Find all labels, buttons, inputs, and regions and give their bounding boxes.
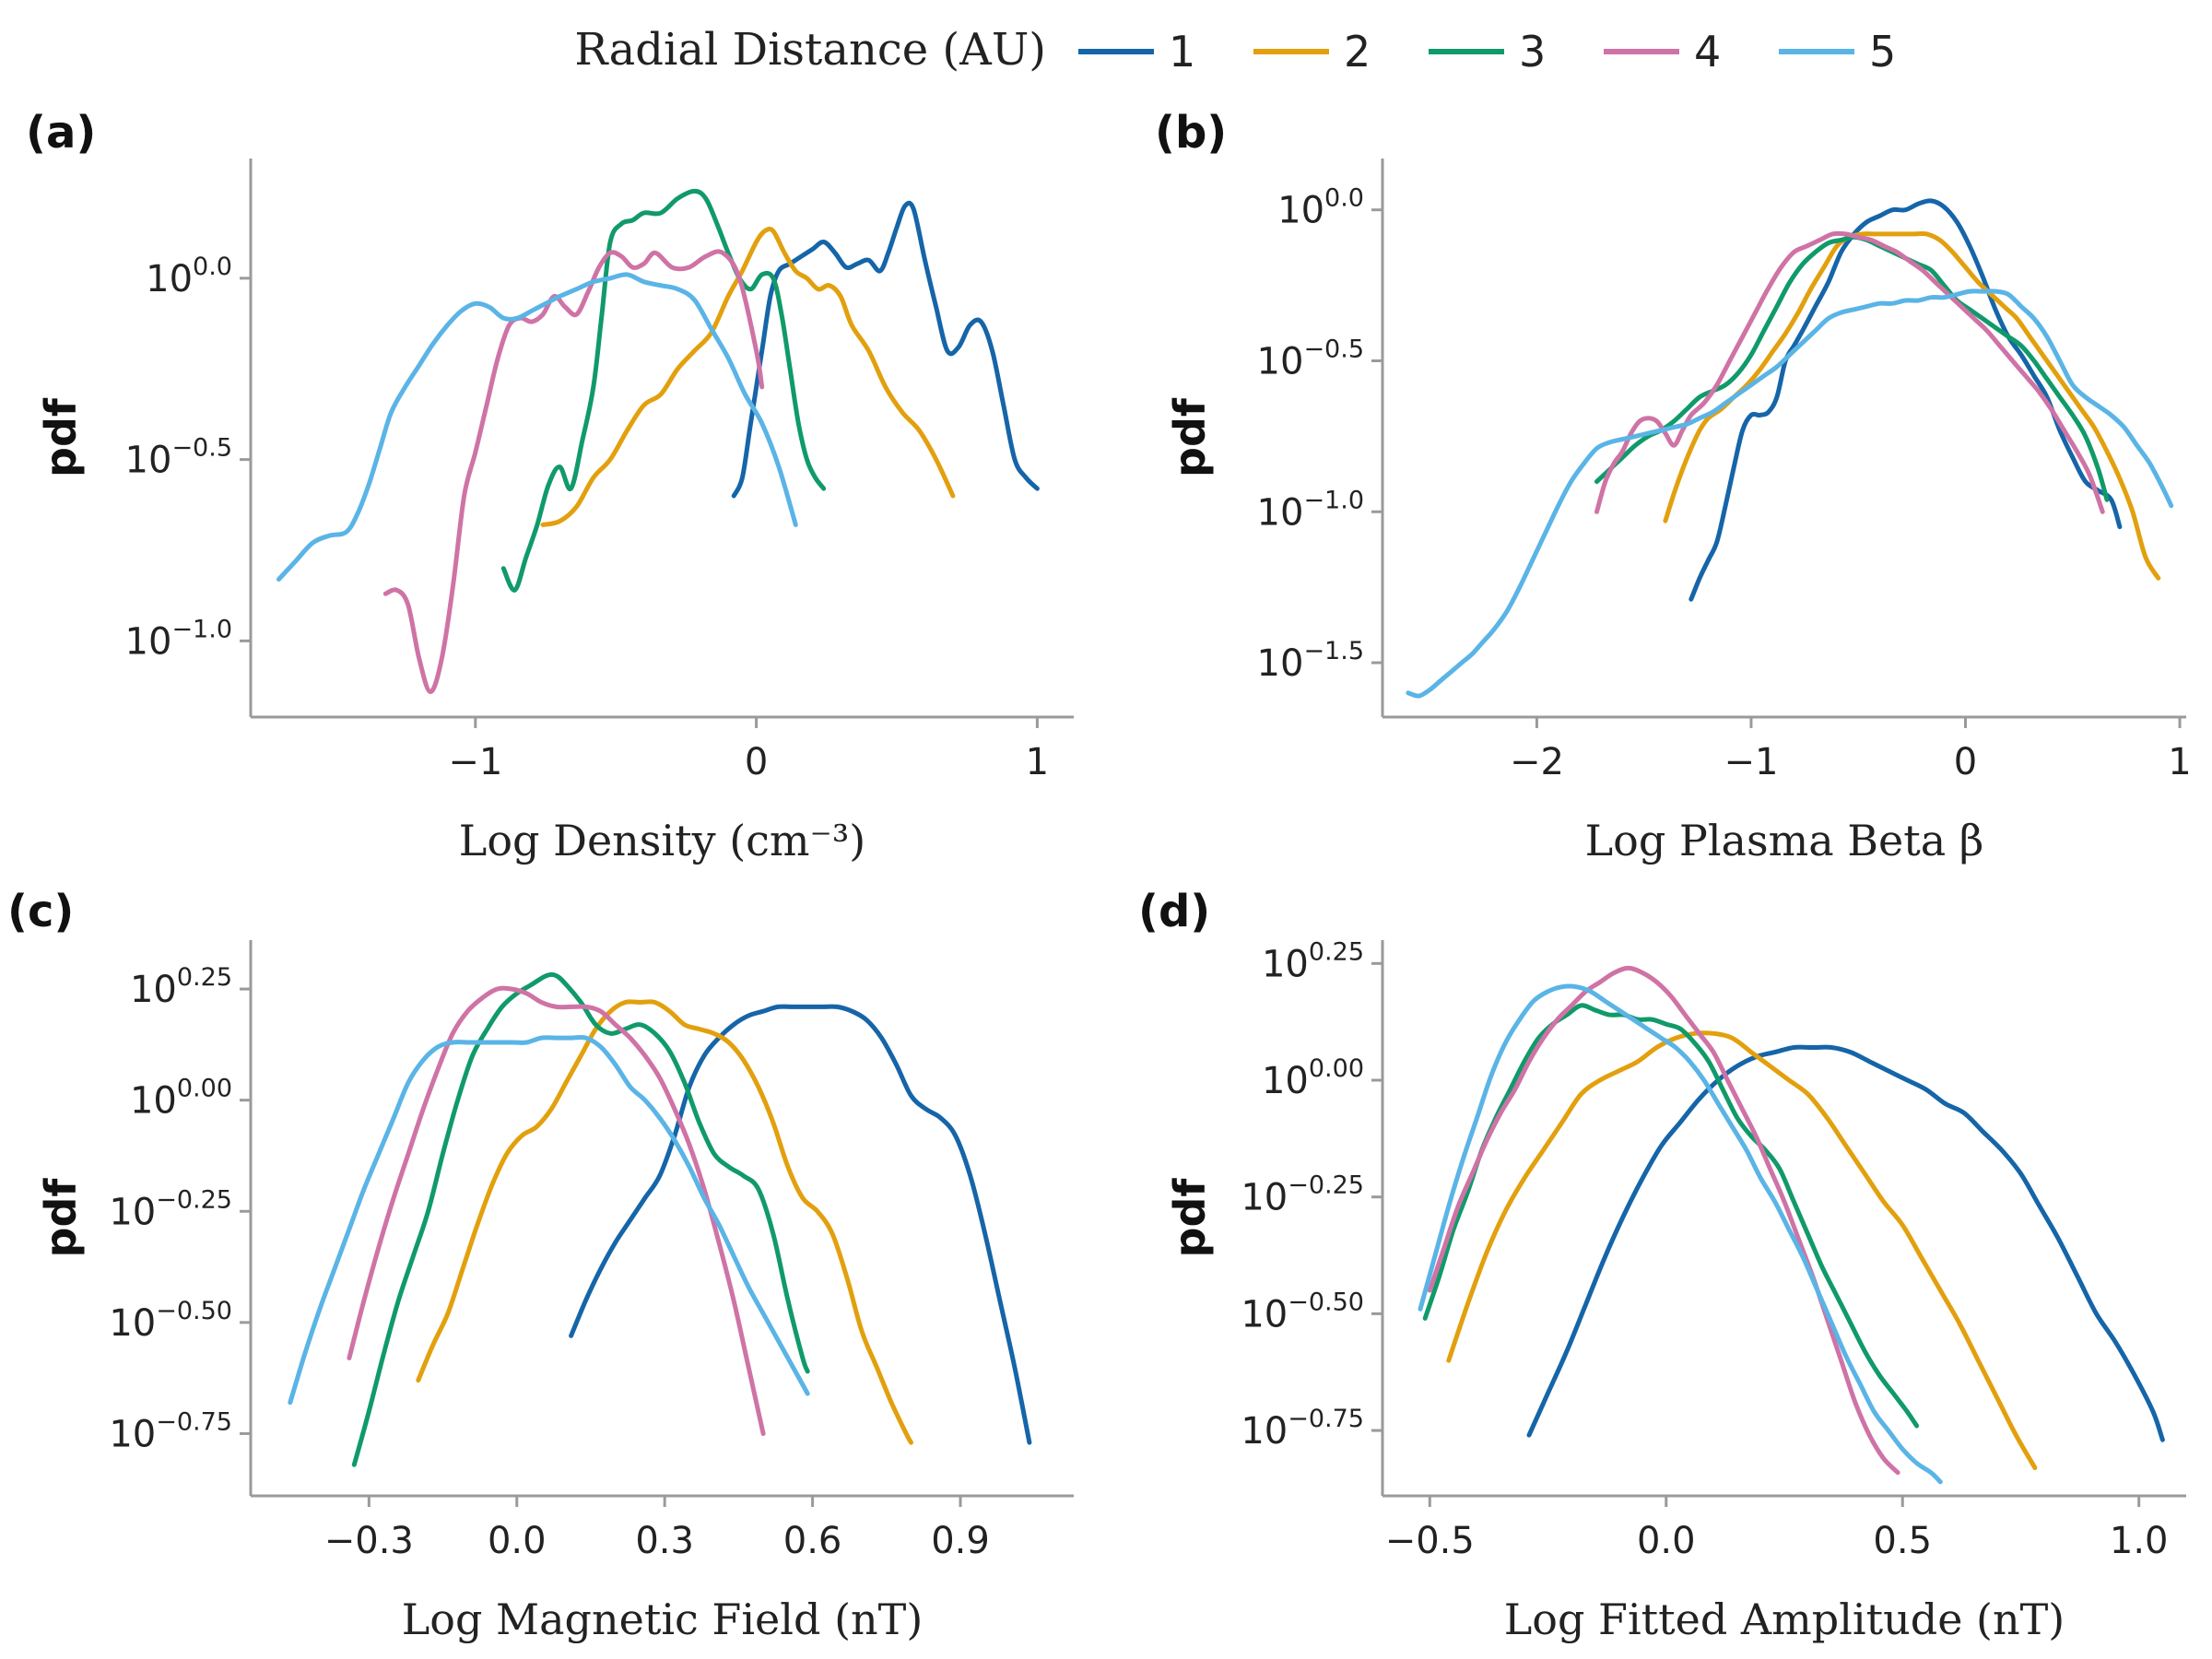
x-tick-label: 1.0 (2110, 1520, 2169, 1562)
x-tick-label: 1 (1026, 741, 1049, 783)
legend-label-2: 2 (1344, 27, 1371, 76)
series-line-5 (1418, 983, 1943, 1485)
panel-label-a: (a) (26, 107, 96, 159)
legend: Radial Distance (AU) 1 2 3 4 5 (574, 24, 1896, 76)
y-tick-label: 10−0.25 (1241, 1171, 1364, 1219)
x-tick-label: −1 (1724, 741, 1778, 783)
y-axis-label: pdf (36, 1178, 86, 1258)
x-tick-label: 1 (2168, 741, 2191, 783)
legend-label-5: 5 (1869, 27, 1896, 76)
series-line-2 (1446, 1030, 2038, 1471)
y-tick-label: 100.00 (1262, 1054, 1364, 1102)
series-line-1 (731, 200, 1040, 499)
y-tick-label: 10−1.0 (1257, 486, 1364, 534)
x-tick-label: −2 (1510, 741, 1564, 783)
y-axis-label: pdf (1165, 397, 1215, 477)
x-axis-label: Log Fitted Amplitude (nT) (1504, 1594, 2065, 1644)
y-tick-label: 100.0 (146, 253, 232, 300)
y-tick-label: 10−0.50 (109, 1297, 232, 1345)
series-line-1 (1688, 198, 2123, 602)
legend-label-1: 1 (1169, 27, 1195, 76)
panel-a: (a) −1 0 1 10−1.0 10−0.5 100.0 Log Density (cm⁻… (26, 107, 1074, 865)
y-tick-label: 10−0.25 (109, 1185, 232, 1233)
y-tick-label: 100.00 (130, 1075, 232, 1123)
panel-label-b: (b) (1155, 107, 1227, 159)
y-tick-label: 10−0.75 (109, 1407, 232, 1455)
x-tick-label: 0.9 (931, 1520, 990, 1562)
panel-d: (d) −0.5 0.0 0.5 1.0 10−0.75 10−0.50 10−0.25 100… (1138, 886, 2186, 1644)
x-tick-label: 0 (1954, 741, 1977, 783)
series-line-2 (416, 999, 913, 1445)
x-tick-label: 0.6 (783, 1520, 842, 1562)
x-tick-label: 0.3 (635, 1520, 694, 1562)
x-tick-label: −0.3 (324, 1520, 414, 1562)
series-line-1 (569, 1004, 1032, 1445)
y-axis-label: pdf (36, 397, 86, 477)
series-line-2 (540, 226, 956, 527)
series-line-5 (276, 272, 798, 582)
series-line-1 (1526, 1044, 2165, 1442)
x-axis-label: Log Magnetic Field (nT) (402, 1594, 924, 1644)
legend-label-3: 3 (1519, 27, 1546, 76)
series-line-5 (288, 1034, 810, 1406)
x-tick-label: 0 (745, 741, 768, 783)
y-tick-label: 10−0.50 (1241, 1288, 1364, 1335)
y-tick-label: 10−1.0 (125, 615, 232, 663)
series-line-2 (1663, 230, 2161, 581)
x-tick-label: 0.0 (488, 1520, 547, 1562)
series-line-3 (500, 188, 827, 593)
series-line-3 (1422, 1003, 1920, 1429)
y-tick-label: 100.0 (1277, 184, 1364, 232)
y-tick-label: 10−0.5 (1257, 335, 1364, 382)
x-tick-label: 0.5 (1873, 1520, 1932, 1562)
legend-title: Radial Distance (AU) (574, 24, 1046, 76)
x-tick-label: −0.5 (1385, 1520, 1475, 1562)
y-tick-label: 100.25 (1262, 937, 1364, 985)
x-axis-label: Log Plasma Beta β (1585, 816, 1984, 865)
panel-c: (c) −0.3 0.0 0.3 0.6 0.9 10−0.75 10−0.50 10−0.25… (7, 886, 1074, 1644)
x-tick-label: −1 (448, 741, 502, 783)
panel-b: (b) −2 −1 0 1 10−1.5 10−1.0 10−0.5 100.0 Log Plas… (1155, 107, 2192, 865)
y-axis-label: pdf (1165, 1178, 1215, 1258)
x-axis-label: Log Density (cm⁻³) (459, 816, 865, 865)
x-tick-label: 0.0 (1637, 1520, 1696, 1562)
y-tick-label: 100.25 (130, 963, 232, 1011)
series-line-4 (1594, 230, 2105, 514)
series-line-5 (1406, 288, 2174, 699)
series-line-3 (351, 971, 810, 1467)
series-line-4 (347, 985, 766, 1436)
y-tick-label: 10−0.75 (1241, 1405, 1364, 1453)
panel-label-c: (c) (7, 886, 74, 937)
y-tick-label: 10−1.5 (1257, 637, 1364, 685)
legend-label-4: 4 (1694, 27, 1721, 76)
y-tick-label: 10−0.5 (125, 434, 232, 482)
panel-label-d: (d) (1138, 886, 1210, 937)
